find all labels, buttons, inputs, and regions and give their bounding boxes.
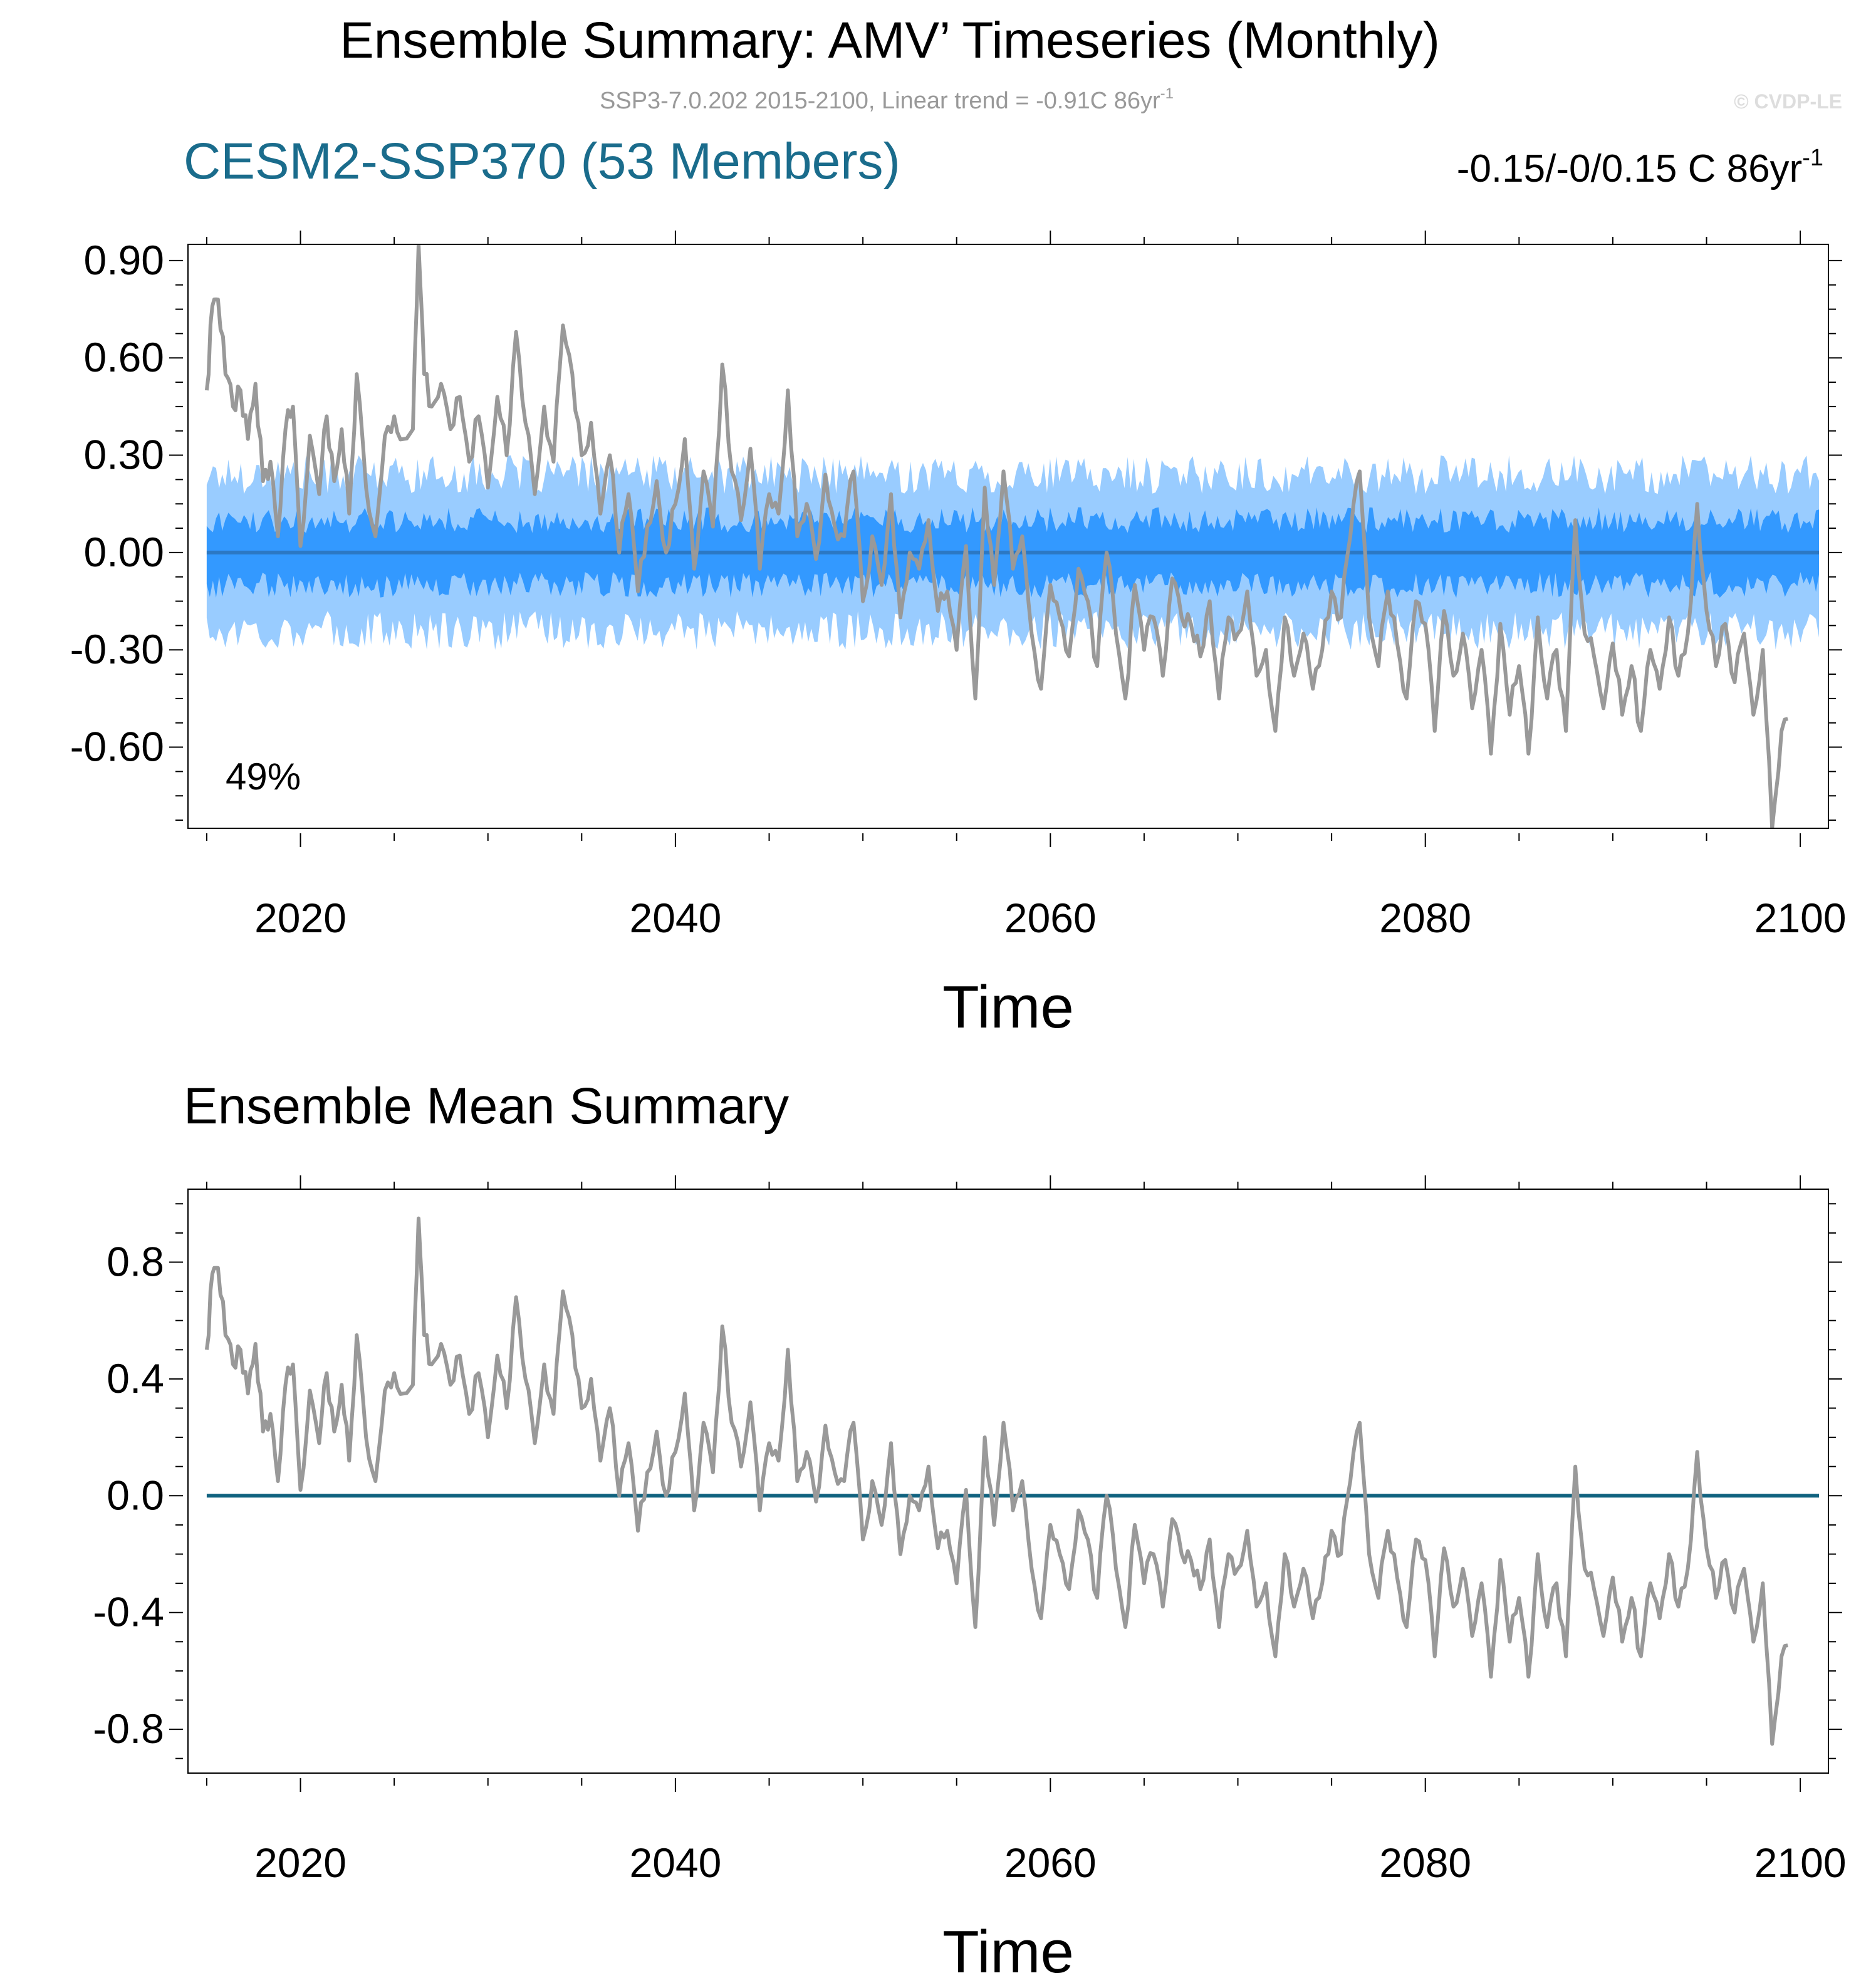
top-y-tick-label: -0.30 (70, 626, 164, 672)
top-panel-title: CESM2-SSP370 (53 Members) (184, 133, 900, 190)
bot-y-tick-label: -0.4 (93, 1589, 164, 1635)
bot-x-tick-label: 2040 (630, 1840, 722, 1886)
top-trend-superscript: -1 (1802, 145, 1823, 171)
top-x-axis-title: Time (942, 974, 1074, 1041)
bot-y-tick-label: 0.4 (107, 1355, 164, 1402)
top-y-tick-label: 0.90 (84, 237, 164, 283)
top-plot-area (204, 244, 1820, 828)
top-trend-label: -0.15/-0/0.15 C 86yr-1 (1457, 145, 1823, 190)
top-observed-line (204, 244, 1789, 828)
bottom-axis-ticks (169, 1175, 1842, 1792)
top-y-tick-label: 0.60 (84, 334, 164, 380)
top-x-tick-label: 2040 (630, 895, 722, 941)
bot-x-tick-label: 2020 (254, 1840, 347, 1886)
bot-x-tick-label: 2060 (1004, 1840, 1097, 1886)
top-y-tick-labels: -0.60 -0.30 0.00 0.30 0.60 0.90 (70, 237, 164, 770)
bottom-y-tick-labels: -0.8 -0.4 0.0 0.4 0.8 (93, 1239, 164, 1752)
bot-y-tick-label: -0.8 (93, 1705, 164, 1752)
watermark: © CVDP-LE (1734, 90, 1842, 113)
top-y-tick-label: 0.30 (84, 432, 164, 478)
top-axis-ticks (169, 231, 1842, 847)
top-x-tick-label: 2020 (254, 895, 347, 941)
top-percent-annotation: 49% (226, 756, 301, 798)
bottom-x-axis-title: Time (942, 1918, 1074, 1985)
bot-y-tick-label: 0.0 (107, 1472, 164, 1518)
subtitle-text: SSP3-7.0.202 2015-2100, Linear trend = -… (600, 88, 1160, 114)
subtitle-superscript: -1 (1160, 85, 1174, 102)
top-x-tick-labels: 2020 2040 2060 2080 2100 (254, 895, 1846, 941)
bot-x-tick-label: 2100 (1754, 1840, 1847, 1886)
bot-x-tick-label: 2080 (1379, 1840, 1471, 1886)
top-trend-text: -0.15/-0/0.15 C 86yr (1457, 147, 1802, 190)
top-y-tick-label: 0.00 (84, 529, 164, 575)
top-x-tick-label: 2080 (1379, 895, 1471, 941)
bottom-observed-line (204, 1216, 1788, 1746)
bottom-plot-area (204, 1216, 1820, 1746)
top-y-tick-label: -0.60 (70, 724, 164, 770)
top-x-tick-label: 2060 (1004, 895, 1097, 941)
bot-y-tick-label: 0.8 (107, 1239, 164, 1285)
figure-subtitle: SSP3-7.0.202 2015-2100, Linear trend = -… (600, 85, 1174, 114)
bottom-plot-frame (187, 1189, 1829, 1774)
bottom-x-tick-labels: 2020 2040 2060 2080 2100 (254, 1840, 1846, 1886)
bottom-panel-title: Ensemble Mean Summary (184, 1078, 789, 1135)
top-plot-frame (187, 244, 1829, 829)
top-x-tick-label: 2100 (1754, 895, 1847, 941)
figure-title: Ensemble Summary: AMV’ Timeseries (Month… (340, 12, 1440, 69)
